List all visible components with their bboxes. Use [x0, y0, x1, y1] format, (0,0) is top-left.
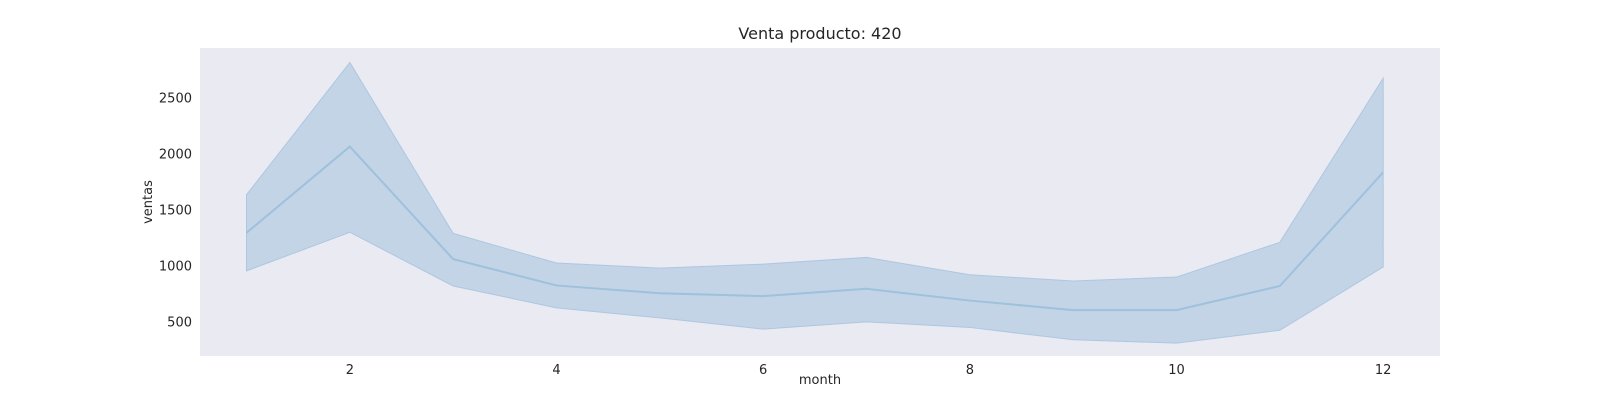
confidence-band	[246, 61, 1384, 344]
y-axis-label: ventas	[141, 180, 156, 224]
x-tick-label: 6	[759, 363, 767, 378]
x-tick-label: 12	[1375, 363, 1392, 378]
x-tick-label: 8	[966, 363, 974, 378]
x-tick-label: 10	[1168, 363, 1185, 378]
chart-title: Venta producto: 420	[738, 24, 901, 43]
y-tick-label: 1500	[159, 203, 192, 218]
y-tick-label: 2000	[159, 147, 192, 162]
x-axis-label: month	[799, 373, 841, 388]
x-tick-label: 4	[552, 363, 560, 378]
x-axis-ticks: 2 4 6 8 10 12	[346, 363, 1392, 378]
series-line-layer	[245, 145, 1384, 312]
y-tick-label: 2500	[159, 91, 192, 106]
confidence-band-layer	[246, 61, 1384, 344]
y-axis-ticks: 500 1000 1500 2000 2500	[159, 91, 192, 330]
series-line	[245, 145, 1384, 312]
y-tick-label: 1000	[159, 259, 192, 274]
y-tick-label: 500	[167, 315, 192, 330]
x-tick-label: 2	[346, 363, 354, 378]
